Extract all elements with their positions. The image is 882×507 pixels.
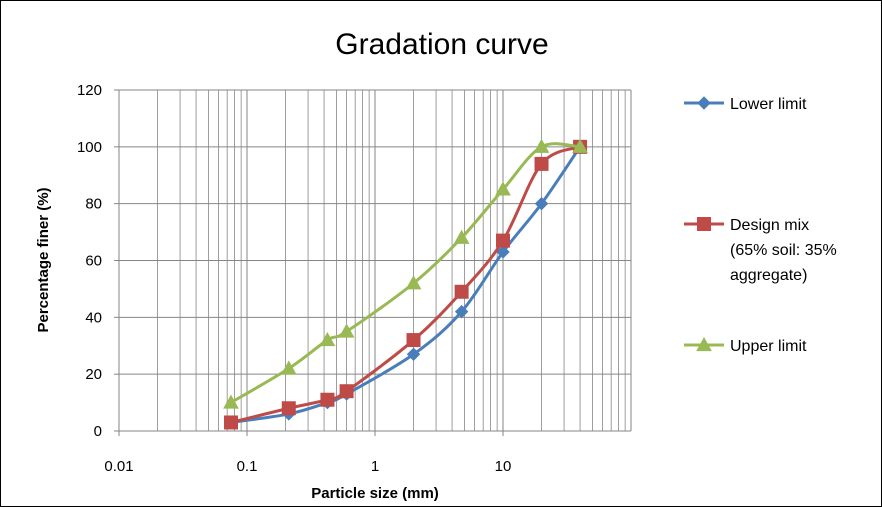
- y-tick-label: 120: [77, 82, 102, 99]
- upper-limit-point: [223, 394, 239, 409]
- grid: [118, 89, 632, 432]
- design-mix-point: [339, 384, 354, 399]
- legend-item-lower-limit: Lower limit: [684, 96, 807, 113]
- upper-limit-point: [495, 181, 511, 196]
- legend-item-upper-limit: Upper limit: [684, 336, 807, 355]
- legend-item-design-mix: Design mix (65% soil: 35% aggregate): [684, 217, 837, 284]
- upper-limit-line: [230, 142, 581, 404]
- upper-limit-point: [319, 332, 336, 347]
- design-mix-point: [224, 415, 239, 430]
- legend-label: Upper limit: [730, 338, 807, 355]
- lower-limit-point: [534, 196, 549, 211]
- chart-title: Gradation curve: [335, 28, 548, 61]
- x-tick-label: 1: [371, 458, 379, 475]
- design-mix-point: [496, 233, 510, 248]
- design-mix-series: [224, 139, 588, 430]
- y-tick-label: 100: [77, 139, 102, 156]
- legend: Lower limit Design mix (65% soil: 35% aggre…: [684, 96, 837, 355]
- upper-limit-point: [338, 323, 355, 338]
- design-mix-point: [281, 401, 296, 416]
- lower-limit-point: [454, 304, 469, 319]
- lower-limit-series: [224, 140, 587, 430]
- legend-swatch-marker: [697, 217, 711, 231]
- legend-label: Design mix: [730, 217, 809, 234]
- design-mix-point: [534, 156, 549, 171]
- upper-limit-point: [405, 275, 422, 290]
- design-mix-point: [320, 392, 335, 407]
- legend-swatch-marker: [697, 96, 711, 110]
- legend-label: (65% soil: 35%: [730, 242, 837, 259]
- design-mix-point: [454, 284, 469, 299]
- legend-label: aggregate): [730, 267, 807, 284]
- y-tick-label: 0: [94, 423, 102, 440]
- y-tick-label: 20: [85, 366, 102, 383]
- legend-swatch-marker: [696, 336, 712, 352]
- axes: 0 20 40 60 80 100 120 0.01 0.1 1 10: [77, 82, 631, 475]
- y-axis-title: Percentage finer (%): [35, 187, 52, 332]
- design-mix-point: [406, 333, 421, 348]
- y-tick-label: 40: [85, 309, 102, 326]
- lower-limit-point: [496, 245, 510, 259]
- legend-label: Lower limit: [730, 96, 807, 113]
- lower-limit-point: [406, 347, 421, 361]
- design-mix-line: [230, 145, 581, 424]
- upper-limit-point: [453, 229, 470, 244]
- x-tick-label: 0.01: [104, 458, 133, 475]
- upper-limit-point: [572, 138, 588, 153]
- upper-limit-series: [223, 138, 588, 409]
- x-tick-label: 10: [495, 458, 512, 475]
- y-tick-label: 80: [85, 196, 102, 213]
- upper-limit-point: [280, 360, 297, 375]
- x-axis-title: Particle size (mm): [311, 485, 439, 502]
- upper-limit-point: [533, 138, 550, 153]
- y-tick-label: 60: [85, 253, 102, 270]
- plot-area: [223, 138, 588, 430]
- x-tick-label: 0.1: [237, 458, 258, 475]
